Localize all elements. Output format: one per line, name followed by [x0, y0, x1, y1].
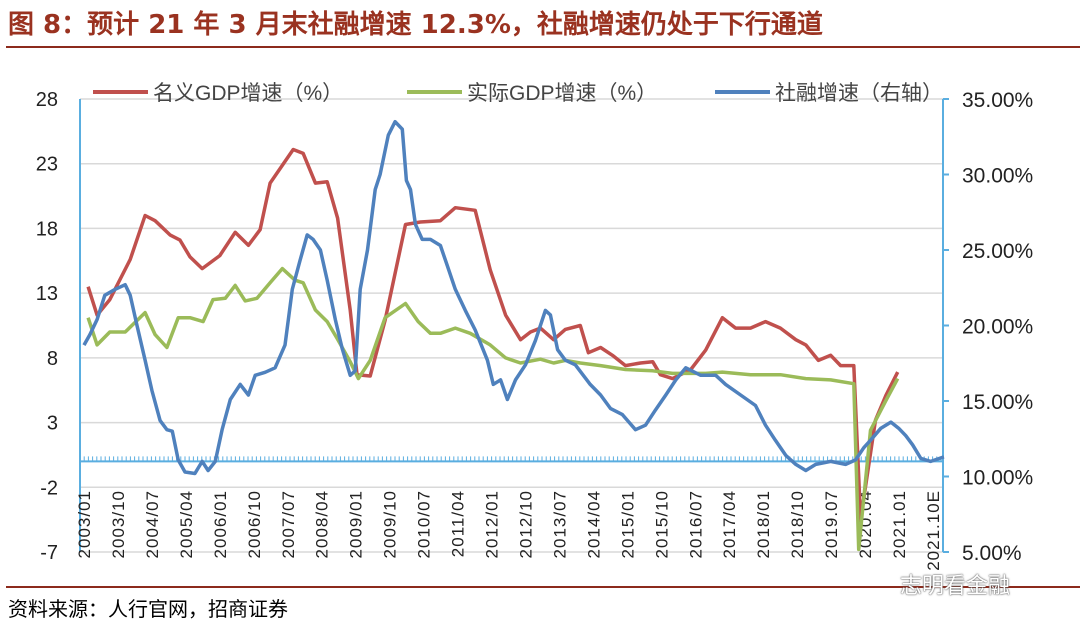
x-tick-label: 2007/07 — [279, 490, 298, 558]
legend-label-1: 名义GDP增速（%） — [153, 82, 343, 105]
source-rule — [6, 586, 1080, 588]
watermark: 志明看金融 — [900, 574, 1011, 599]
right-tick-label: 25.00% — [962, 240, 1033, 263]
x-tick-label: 2015/01 — [618, 490, 637, 558]
right-tick-label: 30.00% — [962, 165, 1033, 188]
x-tick-label: 2018/10 — [788, 490, 807, 558]
x-tick-label: 2009/01 — [347, 490, 366, 558]
left-tick-label: 3 — [47, 413, 58, 435]
left-tick-label: 18 — [36, 218, 58, 240]
x-tick-label: 2016/07 — [686, 490, 705, 558]
x-tick-label: 2019.07 — [822, 490, 841, 558]
x-tick-label: 2013/07 — [550, 490, 569, 558]
series-line-3 — [82, 119, 945, 476]
right-tick-label: 5.00% — [962, 542, 1022, 565]
x-tick-label: 2003/01 — [75, 490, 94, 558]
series-line-1 — [86, 147, 900, 522]
left-tick-label: 8 — [47, 348, 58, 370]
x-tick-label: 2004/07 — [143, 490, 162, 558]
x-tick-label: 2006/01 — [211, 490, 230, 558]
x-tick-label: 2005/04 — [177, 490, 196, 558]
legend-label-2: 实际GDP增速（%） — [467, 82, 657, 105]
right-tick-label: 35.00% — [962, 89, 1033, 112]
x-tick-label: 2003/10 — [109, 490, 128, 558]
right-tick-label: 15.00% — [962, 391, 1033, 414]
series-line-2 — [86, 266, 900, 552]
x-tick-label: 2008/04 — [313, 490, 332, 558]
left-tick-label: -2 — [40, 477, 58, 499]
left-tick-label: -7 — [40, 542, 58, 564]
right-tick-label: 20.00% — [962, 316, 1033, 339]
x-tick-label: 2011/04 — [449, 490, 468, 557]
left-tick-label: 28 — [36, 89, 58, 111]
x-tick-label: 2021.10E — [924, 490, 943, 571]
left-tick-label: 13 — [36, 283, 58, 305]
title-rule — [6, 46, 1080, 48]
right-tick-label: 10.00% — [962, 467, 1033, 490]
x-tick-label: 2010/07 — [415, 490, 434, 558]
x-tick-label: 2021.01 — [890, 490, 909, 558]
legend-label-3: 社融增速（右轴） — [775, 82, 943, 105]
x-tick-label: 2012/10 — [516, 490, 535, 558]
x-tick-label: 2012/01 — [483, 490, 502, 558]
source-note: 资料来源：人行官网，招商证券 — [8, 597, 288, 621]
x-tick-label: 2014/04 — [584, 490, 603, 558]
figure-title: 图 8：预计 21 年 3 月末社融增速 12.3%，社融增速仍处于下行通道 — [8, 10, 823, 40]
x-tick-label: 2006/10 — [245, 490, 264, 558]
x-tick-label: 2009/10 — [381, 490, 400, 558]
x-tick-label: 2015/10 — [652, 490, 671, 558]
left-tick-label: 23 — [36, 154, 58, 176]
x-tick-label: 2017/04 — [720, 490, 739, 558]
x-tick-label: 2018/01 — [754, 490, 773, 558]
